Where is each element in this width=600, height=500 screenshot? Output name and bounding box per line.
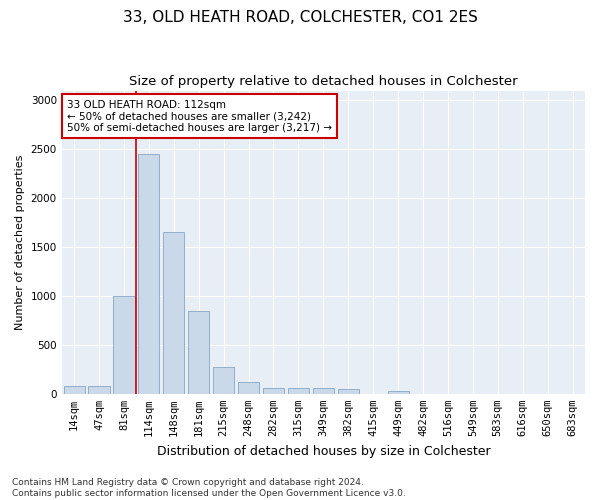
Bar — [64, 386, 85, 394]
Bar — [138, 154, 160, 394]
Y-axis label: Number of detached properties: Number of detached properties — [15, 154, 25, 330]
Text: Contains HM Land Registry data © Crown copyright and database right 2024.
Contai: Contains HM Land Registry data © Crown c… — [12, 478, 406, 498]
Title: Size of property relative to detached houses in Colchester: Size of property relative to detached ho… — [129, 75, 518, 88]
Text: 33 OLD HEATH ROAD: 112sqm
← 50% of detached houses are smaller (3,242)
50% of se: 33 OLD HEATH ROAD: 112sqm ← 50% of detac… — [67, 100, 332, 133]
Bar — [238, 382, 259, 394]
X-axis label: Distribution of detached houses by size in Colchester: Distribution of detached houses by size … — [157, 444, 490, 458]
Bar — [88, 386, 110, 394]
Text: 33, OLD HEATH ROAD, COLCHESTER, CO1 2ES: 33, OLD HEATH ROAD, COLCHESTER, CO1 2ES — [122, 10, 478, 25]
Bar — [113, 296, 134, 394]
Bar — [163, 232, 184, 394]
Bar — [188, 310, 209, 394]
Bar — [313, 388, 334, 394]
Bar — [288, 388, 309, 394]
Bar — [388, 391, 409, 394]
Bar — [338, 389, 359, 394]
Bar — [213, 367, 234, 394]
Bar — [263, 388, 284, 394]
